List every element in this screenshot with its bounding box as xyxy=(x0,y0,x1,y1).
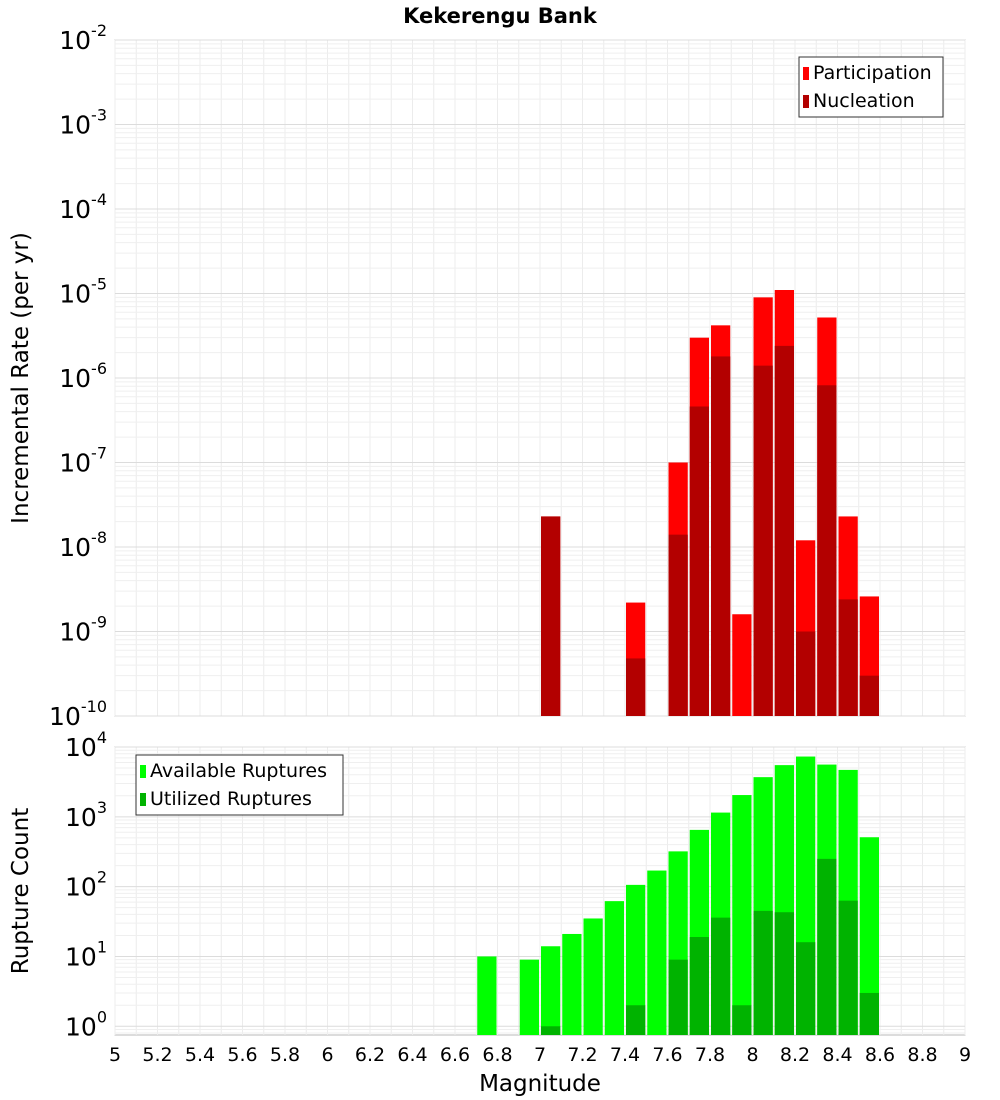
x-tick-label: 7.6 xyxy=(652,1044,682,1066)
bar-nucleation xyxy=(668,534,688,716)
bar-available-ruptures xyxy=(562,933,582,1035)
y-tick-label: 100 xyxy=(65,1007,107,1041)
bar-nucleation xyxy=(626,658,646,716)
bar-participation xyxy=(732,614,752,716)
x-tick-label: 5.8 xyxy=(270,1044,300,1066)
bar-utilized-ruptures xyxy=(541,1026,561,1035)
x-tick-label: 6.8 xyxy=(482,1044,512,1066)
y-tick-label: 10-10 xyxy=(49,697,107,731)
y-tick-label: 10-7 xyxy=(59,444,107,478)
y-axis-label-0: Incremental Rate (per yr) xyxy=(8,232,34,524)
bar-nucleation xyxy=(689,406,709,716)
x-tick-label: 6.2 xyxy=(355,1044,385,1066)
bar-utilized-ruptures xyxy=(753,910,773,1035)
bar-utilized-ruptures xyxy=(711,917,731,1035)
bar-available-ruptures xyxy=(583,918,603,1035)
chart-title: Kekerengu Bank xyxy=(403,4,598,28)
series-nucleation xyxy=(541,345,879,716)
legend-swatch xyxy=(140,765,146,778)
bar-nucleation xyxy=(838,599,858,716)
bar-nucleation xyxy=(541,516,561,716)
legend-label: Participation xyxy=(813,62,932,84)
bar-nucleation xyxy=(711,356,731,716)
x-axis-label: Magnitude xyxy=(479,1071,601,1097)
bar-available-ruptures xyxy=(647,870,667,1035)
bar-utilized-ruptures xyxy=(668,959,688,1035)
legend-label: Utilized Ruptures xyxy=(150,788,312,810)
bar-utilized-ruptures xyxy=(689,936,709,1035)
bar-utilized-ruptures xyxy=(774,912,794,1035)
bar-utilized-ruptures xyxy=(626,1005,646,1035)
y-tick-label: 10-4 xyxy=(59,190,107,224)
y-tick-label: 101 xyxy=(65,937,107,971)
x-tick-label: 8.4 xyxy=(822,1044,852,1066)
x-tick-label: 5.6 xyxy=(227,1044,257,1066)
bar-available-ruptures xyxy=(604,901,624,1035)
y-tick-label: 10-3 xyxy=(59,106,107,140)
bar-available-ruptures xyxy=(859,837,879,1035)
y-tick-label: 102 xyxy=(65,868,107,902)
bar-utilized-ruptures xyxy=(859,992,879,1035)
x-tick-label: 7.2 xyxy=(567,1044,597,1066)
series-utilized-ruptures xyxy=(541,858,879,1035)
rate-plot: 10-10 10-9 10-8 10-7 10-6 10-5 10-4 10-3 10-2 Inc… xyxy=(8,21,966,731)
grid-0 xyxy=(114,39,966,717)
x-tick-label: 7.4 xyxy=(610,1044,640,1066)
bar-utilized-ruptures xyxy=(796,942,816,1035)
bar-nucleation xyxy=(753,365,773,716)
x-tick-label: 8.2 xyxy=(780,1044,810,1066)
legend-1: Available Ruptures Utilized Ruptures xyxy=(135,754,344,816)
x-tick-label: 5 xyxy=(109,1044,121,1066)
bar-nucleation xyxy=(817,385,837,716)
x-tick-label: 5.4 xyxy=(185,1044,215,1066)
bar-utilized-ruptures xyxy=(817,858,837,1035)
bar-available-ruptures xyxy=(541,946,561,1035)
y-tick-label: 10-5 xyxy=(59,275,107,309)
y-tick-label: 10-9 xyxy=(59,613,107,647)
y-tick-label: 103 xyxy=(65,798,107,832)
bar-available-ruptures xyxy=(626,884,646,1035)
bar-nucleation xyxy=(774,345,794,716)
x-tick-label: 9 xyxy=(959,1044,971,1066)
bar-utilized-ruptures xyxy=(838,900,858,1035)
x-tick-label: 6.4 xyxy=(397,1044,427,1066)
bar-nucleation xyxy=(796,631,816,716)
y-tick-label: 10-2 xyxy=(59,21,107,55)
legend-label: Nucleation xyxy=(813,90,915,112)
y-tick-label: 10-8 xyxy=(59,528,107,562)
rupture-count-plot: 100 101 102 103 104 Rupture Count Available Ru… xyxy=(8,728,971,1097)
bar-nucleation xyxy=(859,675,879,716)
y-tick-label: 10-6 xyxy=(59,359,107,393)
bar-utilized-ruptures xyxy=(732,1005,752,1035)
x-tick-label: 7.8 xyxy=(695,1044,725,1066)
legend-label: Available Ruptures xyxy=(150,760,327,782)
y-tick-label: 104 xyxy=(65,728,107,762)
legend-0: Participation Nucleation xyxy=(798,56,944,118)
x-tick-label: 6 xyxy=(321,1044,333,1066)
bar-available-ruptures xyxy=(519,959,539,1035)
bar-available-ruptures xyxy=(732,795,752,1035)
y-axis-label-1: Rupture Count xyxy=(8,808,34,974)
x-tick-label: 6.6 xyxy=(440,1044,470,1066)
legend-swatch xyxy=(803,67,809,80)
x-tick-label: 8 xyxy=(746,1044,758,1066)
x-tick-label: 8.6 xyxy=(865,1044,895,1066)
x-tick-label: 8.8 xyxy=(907,1044,937,1066)
x-tick-label: 7 xyxy=(534,1044,546,1066)
x-tick-label: 5.2 xyxy=(142,1044,172,1066)
legend-box xyxy=(135,754,344,816)
legend-box xyxy=(798,56,944,118)
bar-available-ruptures xyxy=(477,956,497,1035)
legend-swatch xyxy=(140,793,146,806)
legend-swatch xyxy=(803,95,809,108)
